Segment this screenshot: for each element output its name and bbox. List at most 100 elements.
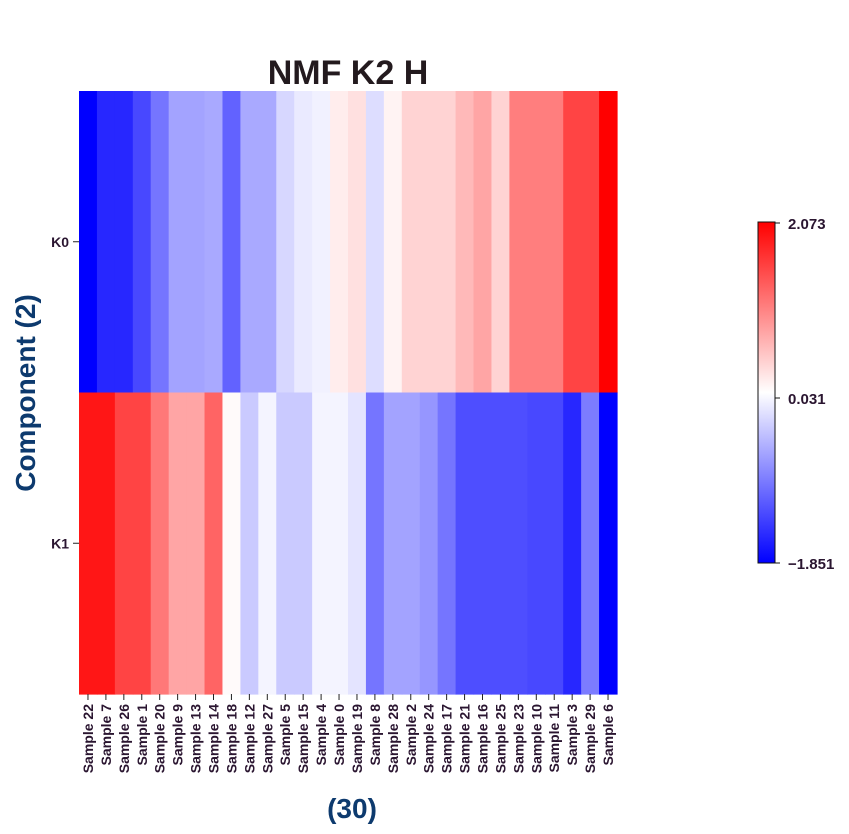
y-tick-labels: K0 K1 [51,234,79,551]
heatmap-cell [383,91,403,394]
x-tick-label: Sample 22 [80,704,96,773]
x-tick-label: Sample 9 [170,704,186,766]
x-tick-label: Sample 6 [600,704,616,766]
heatmap-cell [312,392,331,695]
x-tick-label: Sample 20 [152,704,168,773]
heatmap-cell [114,91,134,394]
heatmap-cell [348,392,367,695]
x-tick-label: Sample 8 [367,704,383,766]
y-axis-title: Component (2) [10,294,41,492]
x-tick-label: Sample 17 [439,704,455,773]
heatmap-cell [509,392,528,695]
heatmap-cell [240,392,259,695]
heatmap-cell [599,392,618,695]
heatmap-cell [491,91,510,394]
heatmap-cell [563,392,582,695]
y-tick-label: K0 [51,234,69,250]
heatmap-cell [258,91,277,394]
heatmap-cell [150,91,170,394]
heatmap-cell [401,392,421,695]
colorbar-gradient [757,221,776,564]
x-tick-label: Sample 15 [295,704,311,773]
heatmap-cell [581,91,600,394]
x-tick-labels: Sample 22 Sample 7 Sample 26 Sample 1 Sample… [80,694,616,773]
heatmap-cell [150,392,170,695]
heatmap-cell [222,91,241,394]
heatmap-cell [473,392,493,695]
heatmap-cell [168,91,188,394]
colorbar-max-label: 2.073 [788,216,826,233]
x-tick-label: Sample 4 [313,704,329,766]
heatmap-cell [204,392,224,695]
x-tick-label: Sample 13 [188,704,204,773]
heatmap-cell [419,392,439,695]
x-tick-label: Sample 3 [564,704,580,766]
heatmap-cells [79,91,618,695]
heatmap-cell [581,392,600,695]
heatmap-cell [168,392,188,695]
x-axis-title: (30) [327,793,377,824]
x-tick-label: Sample 0 [331,704,347,766]
heatmap-cell [437,392,457,695]
heatmap-cell [132,91,152,394]
x-tick-label: Sample 26 [116,704,132,773]
heatmap-cell [383,392,403,695]
heatmap-cell [222,392,241,695]
x-tick-label: Sample 7 [98,704,114,766]
x-tick-label: Sample 28 [385,704,401,773]
heatmap-cell [96,392,116,695]
heatmap-cell [437,91,457,394]
heatmap-cell [132,392,152,695]
heatmap-cell [455,91,475,394]
heatmap-cell [276,91,295,394]
heatmap-cell [348,91,367,394]
heatmap-cell [312,91,331,394]
heatmap-cell [276,392,295,695]
heatmap-cell [79,392,98,695]
heatmap-cell [473,91,493,394]
heatmap-cell [186,91,206,394]
x-tick-label: Sample 27 [259,704,275,773]
x-tick-label: Sample 21 [457,704,473,773]
x-tick-label: Sample 10 [528,704,544,773]
heatmap-cell [240,91,259,394]
heatmap-cell [491,392,510,695]
x-tick-label: Sample 12 [241,704,257,773]
heatmap-cell [294,91,313,394]
x-tick-label: Sample 18 [223,704,239,773]
x-tick-label: Sample 5 [277,704,293,766]
colorbar-min-label: −1.851 [788,556,834,573]
heatmap-cell [455,392,475,695]
x-tick-label: Sample 23 [510,704,526,773]
x-tick-label: Sample 1 [134,704,150,766]
heatmap-cell [563,91,582,394]
x-tick-label: Sample 11 [546,704,562,773]
colorbar: 2.073 0.031 −1.851 [757,216,834,573]
x-tick-label: Sample 19 [349,704,365,773]
heatmap-cell [545,392,564,695]
heatmap-cell [527,392,546,695]
heatmap-cell [294,392,313,695]
x-tick-label: Sample 29 [582,704,598,773]
heatmap-cell [509,91,528,394]
heatmap-cell [114,392,134,695]
heatmap-cell [401,91,421,394]
heatmap-cell [365,392,385,695]
x-tick-label: Sample 25 [492,704,508,773]
heatmap-cell [204,91,224,394]
heatmap-cell [96,91,116,394]
x-tick-label: Sample 14 [206,704,222,773]
x-tick-label: Sample 2 [403,704,419,766]
heatmap-cell [419,91,439,394]
x-tick-label: Sample 24 [421,704,437,773]
heatmap-cell [330,91,349,394]
heatmap-cell [365,91,385,394]
heatmap-cell [527,91,546,394]
heatmap-cell [330,392,349,695]
heatmap-cell [545,91,564,394]
heatmap-cell [599,91,618,394]
x-tick-label: Sample 16 [475,704,491,773]
colorbar-mid-label: 0.031 [788,391,826,408]
heatmap-cell [258,392,277,695]
